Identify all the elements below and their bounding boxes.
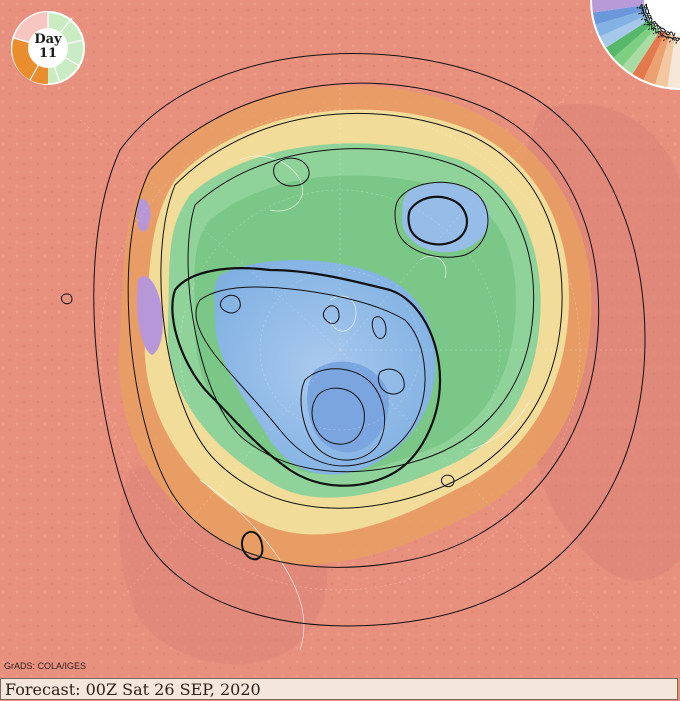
forecast-footer: Forecast: 00Z Sat 26 SEP, 2020: [0, 678, 678, 700]
temperature-scale: [590, 0, 680, 90]
day-title: Day: [34, 32, 62, 47]
lat-lon-grid: [79, 40, 650, 621]
scale-wedge: [595, 10, 648, 37]
purple-sliver-nw: [136, 198, 151, 232]
height-contours: [60, 53, 646, 627]
scale-wedge: [643, 32, 670, 85]
scale-wedge: [632, 30, 666, 81]
day-number: 11: [38, 46, 58, 61]
scale-wedge: [655, 34, 675, 88]
scale-wedge: [592, 5, 646, 25]
scale-wedge: [599, 14, 650, 48]
purple-sliver-west: [136, 276, 163, 355]
day-label: Day 11: [10, 33, 86, 61]
scale-wedge: [622, 27, 661, 75]
scale-wedge: [605, 19, 653, 58]
cold-center-greenland: [307, 361, 389, 453]
day-counter-dial: [11, 11, 85, 85]
scale-wedge: [592, 0, 645, 13]
scale-wedge: [613, 23, 657, 67]
scale-wedge: [667, 35, 680, 88]
scale-label: -44: [636, 2, 649, 13]
credit-text: GrADS: COLA/IGES: [4, 661, 87, 671]
coastlines: [199, 155, 531, 651]
